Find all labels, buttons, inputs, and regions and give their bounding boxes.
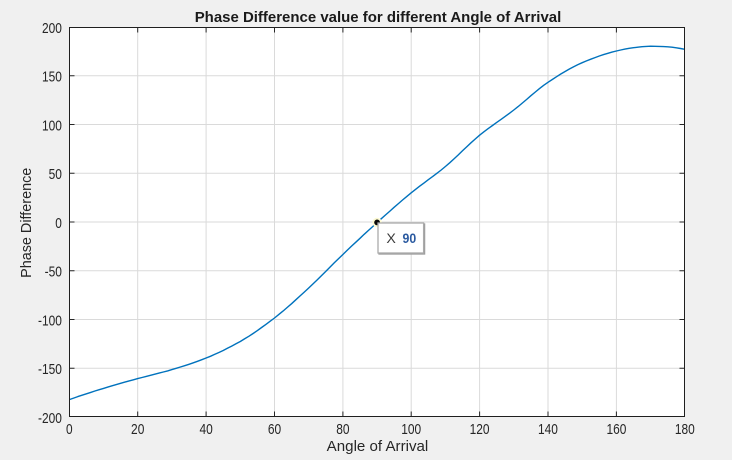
svg-text:100: 100	[42, 117, 62, 134]
svg-text:80: 80	[336, 421, 349, 438]
svg-text:120: 120	[470, 421, 490, 438]
svg-text:-100: -100	[38, 312, 62, 329]
svg-text:Phase Difference: Phase Difference	[18, 168, 35, 278]
svg-text:160: 160	[606, 421, 626, 438]
svg-text:50: 50	[49, 166, 62, 183]
svg-text:180: 180	[675, 421, 695, 438]
svg-text:40: 40	[199, 421, 212, 438]
svg-text:60: 60	[268, 421, 281, 438]
svg-text:-200: -200	[38, 410, 62, 427]
svg-text:Angle of Arrival: Angle of Arrival	[327, 438, 429, 455]
svg-text:90: 90	[403, 230, 417, 246]
svg-text:0: 0	[55, 215, 62, 232]
svg-text:150: 150	[42, 69, 62, 86]
svg-text:-150: -150	[38, 361, 62, 378]
svg-text:Phase Difference value for dif: Phase Difference value for different Ang…	[195, 9, 562, 26]
svg-text:-50: -50	[45, 264, 62, 281]
svg-text:20: 20	[131, 421, 144, 438]
svg-text:100: 100	[401, 421, 421, 438]
svg-text:140: 140	[538, 421, 558, 438]
svg-text:0: 0	[66, 421, 73, 438]
svg-text:200: 200	[42, 20, 62, 37]
svg-text:X: X	[386, 231, 396, 247]
